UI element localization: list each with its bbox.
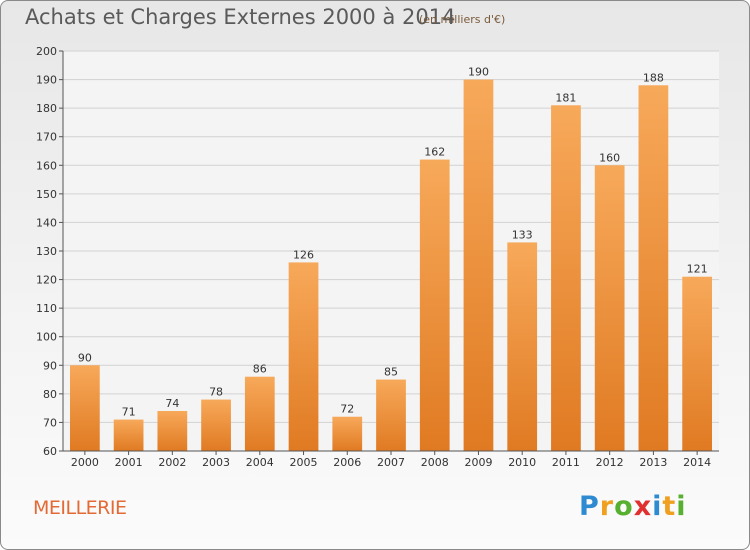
y-tick-label: 140: [36, 216, 57, 229]
logo-letter: i: [652, 491, 663, 522]
bar-2006: [332, 416, 363, 451]
bar-2003: [201, 399, 231, 451]
value-label-2003: 78: [209, 386, 223, 399]
x-tick-label-2002: 2002: [158, 456, 186, 469]
y-tick-label: 170: [36, 131, 57, 144]
x-tick-label-2005: 2005: [290, 456, 318, 469]
y-tick-label: 70: [43, 416, 57, 429]
y-tick-label: 190: [36, 74, 57, 87]
logo-letter: P: [579, 491, 600, 522]
x-tick-label-2010: 2010: [508, 456, 536, 469]
value-label-2010: 133: [512, 228, 533, 241]
y-tick-label: 150: [36, 188, 57, 201]
logo-letter: i: [676, 491, 687, 522]
logo-letter: r: [599, 491, 615, 522]
y-tick-label: 80: [43, 388, 57, 401]
value-label-2007: 85: [384, 366, 398, 379]
x-tick-label-2009: 2009: [464, 456, 492, 469]
commune-name: MEILLERIE: [33, 497, 127, 519]
value-label-2004: 86: [253, 363, 267, 376]
x-tick-label-2014: 2014: [683, 456, 711, 469]
y-tick-label: 180: [36, 102, 57, 115]
x-tick-label-2013: 2013: [639, 456, 667, 469]
bars: 90 71 74 78 86 126 72 85 162 190 133 181 160 188 121: [69, 66, 713, 452]
x-tick-label-2001: 2001: [115, 456, 143, 469]
value-label-2013: 188: [643, 71, 664, 84]
bar-2014: [682, 276, 713, 451]
logo-letter: x: [633, 491, 653, 522]
value-label-2008: 162: [424, 146, 445, 159]
bar-2005: [288, 262, 319, 451]
y-tick-label: 110: [36, 302, 57, 315]
x-tick-label-2004: 2004: [246, 456, 274, 469]
y-tick-label: 60: [43, 445, 57, 458]
value-label-2000: 90: [78, 351, 92, 364]
logo-letter: o: [614, 491, 634, 522]
value-label-2009: 190: [468, 66, 489, 79]
value-label-2006: 72: [340, 403, 354, 416]
x-tick-label-2006: 2006: [333, 456, 361, 469]
unit-note: (en milliers d'€): [419, 13, 506, 26]
chart-title: Achats et Charges Externes 2000 à 2014: [25, 5, 456, 29]
x-tick-label-2011: 2011: [552, 456, 580, 469]
bar-2000: [69, 365, 100, 451]
axes: 60 70 80 90 100 110 120 130 140 150 160 170 180 190 20…: [36, 45, 719, 469]
proxiti-logo: Proxiti: [579, 491, 687, 522]
x-tick-label-2003: 2003: [202, 456, 230, 469]
y-tick-label: 130: [36, 245, 57, 258]
y-tick-label: 160: [36, 159, 57, 172]
bar-2001: [113, 419, 144, 451]
bar-2009: [463, 79, 494, 452]
bar-2012: [594, 165, 625, 452]
y-tick-label: 100: [36, 331, 57, 344]
value-label-2001: 71: [122, 406, 136, 419]
bar-2010: [507, 242, 538, 451]
y-tick-label: 90: [43, 359, 57, 372]
bar-2002: [157, 411, 188, 451]
value-label-2012: 160: [599, 151, 620, 164]
x-tick-label-2012: 2012: [596, 456, 624, 469]
bar-2008: [419, 159, 450, 452]
y-tick-label: 200: [36, 45, 57, 58]
y-tick-label: 120: [36, 274, 57, 287]
x-tick-label-2000: 2000: [71, 456, 99, 469]
bar-2007: [376, 379, 406, 451]
x-tick-label-2007: 2007: [377, 456, 405, 469]
bar-2004: [244, 376, 275, 451]
value-label-2014: 121: [687, 263, 708, 276]
value-label-2002: 74: [165, 397, 179, 410]
logo-letter: t: [662, 491, 677, 522]
value-label-2005: 126: [293, 248, 314, 261]
x-tick-label-2008: 2008: [421, 456, 449, 469]
value-label-2011: 181: [555, 91, 576, 104]
bar-2011: [551, 105, 581, 452]
bar-2013: [638, 85, 669, 452]
